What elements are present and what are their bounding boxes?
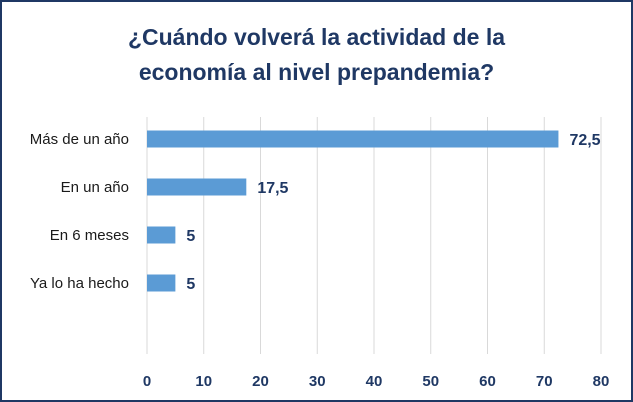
value-label: 72,5 bbox=[569, 132, 600, 149]
x-tick-label: 30 bbox=[309, 373, 326, 390]
category-label: Más de un año bbox=[30, 131, 129, 148]
category-label: En 6 meses bbox=[50, 227, 129, 244]
x-tick-label: 60 bbox=[479, 373, 496, 390]
bar bbox=[147, 226, 176, 244]
x-tick-label: 70 bbox=[536, 373, 553, 390]
category-label: Ya lo ha hecho bbox=[30, 275, 129, 292]
bar bbox=[147, 130, 559, 148]
x-tick-label: 0 bbox=[143, 373, 151, 390]
x-tick-label: 50 bbox=[422, 373, 439, 390]
chart-title-line-2: economía al nivel prepandemia? bbox=[138, 59, 495, 85]
x-tick-label: 20 bbox=[252, 373, 269, 390]
chart-title-line-1: ¿Cuándo volverá la actividad de la bbox=[127, 24, 506, 50]
x-tick-label: 10 bbox=[195, 373, 212, 390]
value-label: 5 bbox=[186, 228, 195, 245]
bar bbox=[147, 274, 176, 292]
x-tick-label: 40 bbox=[366, 373, 383, 390]
category-label: En un año bbox=[61, 179, 129, 196]
bar bbox=[147, 178, 247, 196]
x-tick-label: 80 bbox=[593, 373, 610, 390]
value-label: 5 bbox=[186, 276, 195, 293]
chart-title: ¿Cuándo volverá la actividad de la econo… bbox=[2, 20, 631, 90]
value-label: 17,5 bbox=[257, 180, 288, 197]
